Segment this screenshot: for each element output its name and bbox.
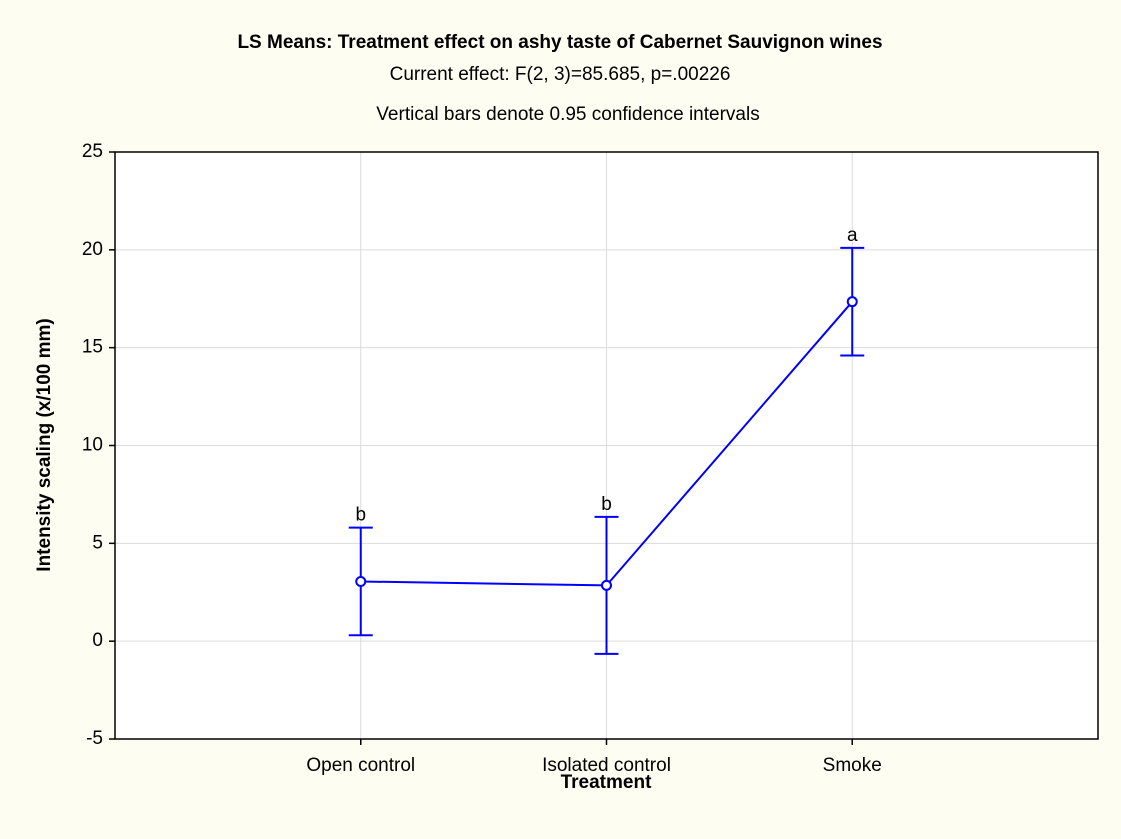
x-tick-label: Open control (306, 755, 415, 776)
chart-subtitle: Current effect: F(2, 3)=85.685, p=.00226 (390, 64, 731, 85)
y-tick-label: 5 (92, 532, 103, 553)
point-label: b (355, 505, 366, 526)
data-point (355, 575, 367, 587)
x-axis-label: Treatment (561, 772, 652, 793)
y-tick-label: 10 (82, 435, 103, 456)
y-tick-label: 20 (82, 239, 103, 260)
data-point (846, 296, 858, 308)
chart-title: LS Means: Treatment effect on ashy taste… (237, 32, 882, 53)
x-tick-label: Smoke (823, 755, 882, 776)
point-label: a (847, 225, 858, 246)
y-tick-label: 25 (82, 141, 103, 162)
chart-note: Vertical bars denote 0.95 confidence int… (376, 104, 759, 125)
plot-frame (114, 151, 1099, 740)
point-label: b (601, 494, 612, 515)
y-tick-label: -5 (86, 728, 103, 749)
y-tick-label: 15 (82, 337, 103, 358)
data-point (601, 579, 612, 591)
y-tick-label: 0 (92, 630, 103, 651)
y-axis-label: Intensity scaling (x/100 mm) (34, 318, 55, 571)
x-tick-label: Isolated control (542, 755, 671, 776)
